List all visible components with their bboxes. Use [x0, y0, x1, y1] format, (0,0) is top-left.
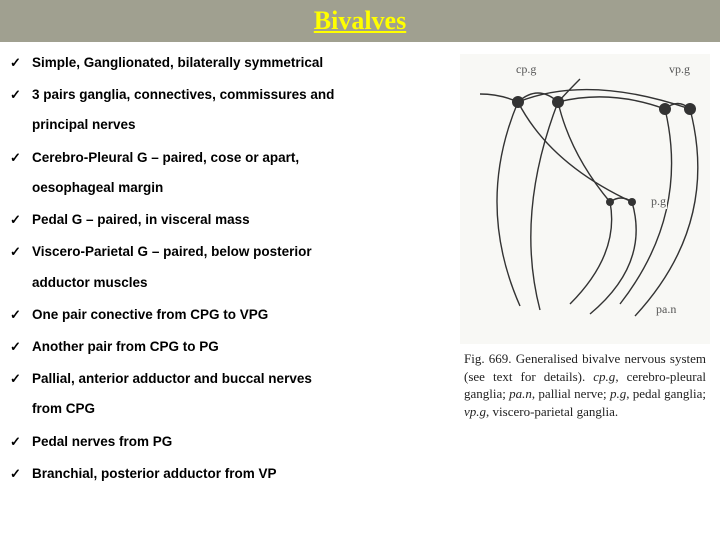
check-icon: ✓	[10, 243, 21, 261]
nervous-system-diagram: cp.g vp.g p.g pa.n	[460, 54, 710, 344]
bullet-item: ✓ Pallial, anterior adductor and buccal n…	[10, 370, 455, 418]
figure-caption: Fig. 669. Generalised bivalve nervous sy…	[460, 344, 710, 420]
caption-abbr1-i: cp.g	[593, 369, 615, 384]
bullet-text: Pedal G – paired, in visceral mass	[32, 212, 250, 227]
bullet-item: ✓ Simple, Ganglionated, bilaterally symme…	[10, 54, 455, 72]
bullet-continuation: oesophageal margin	[32, 179, 455, 197]
bullet-item: ✓ 3 pairs ganglia, connectives, commissur…	[10, 86, 455, 134]
bullet-text: Another pair from CPG to PG	[32, 339, 219, 354]
bullet-text: One pair conective from CPG to VPG	[32, 307, 268, 322]
nerve-edge	[518, 93, 558, 102]
bullet-text: Branchial, posterior adductor from VP	[32, 466, 277, 481]
check-icon: ✓	[10, 211, 21, 229]
check-icon: ✓	[10, 370, 21, 388]
nerve-edge	[497, 102, 520, 306]
check-icon: ✓	[10, 306, 21, 324]
nerve-edge	[558, 97, 665, 109]
ganglion-node	[684, 103, 696, 115]
caption-figno: Fig. 669.	[464, 351, 512, 366]
ganglion-node	[606, 198, 614, 206]
check-icon: ✓	[10, 338, 21, 356]
diagram-label: cp.g	[515, 62, 537, 77]
bullet-continuation: principal nerves	[32, 116, 455, 134]
nerve-edge	[570, 202, 612, 304]
bullet-item: ✓ One pair conective from CPG to VPG	[10, 306, 455, 324]
caption-abbr2: , pallial nerve;	[532, 386, 610, 401]
nerve-edge	[590, 202, 636, 314]
content-area: ✓ Simple, Ganglionated, bilaterally symme…	[0, 42, 720, 497]
bullet-list: ✓ Simple, Ganglionated, bilaterally symme…	[10, 54, 455, 483]
caption-abbr3: , pedal ganglia;	[626, 386, 706, 401]
bullet-item: ✓ Branchial, posterior adductor from VP	[10, 465, 455, 483]
check-icon: ✓	[10, 433, 21, 451]
bullet-text: 3 pairs ganglia, connectives, commissure…	[32, 87, 334, 102]
ganglion-node	[512, 96, 524, 108]
nerve-edge	[531, 102, 558, 310]
bullet-text: Pedal nerves from PG	[32, 434, 172, 449]
caption-abbr2-i: pa.n	[509, 386, 532, 401]
check-icon: ✓	[10, 149, 21, 167]
diagram-label: p.g	[650, 194, 667, 209]
bullet-item: ✓ Pedal nerves from PG	[10, 433, 455, 451]
figure-column: cp.g vp.g p.g pa.n Fig. 669. Generalised bi…	[455, 54, 710, 497]
ganglion-node	[659, 103, 671, 115]
bullet-item: ✓ Cerebro-Pleural G – paired, cose or apa…	[10, 149, 455, 197]
bullet-item: ✓ Pedal G – paired, in visceral mass	[10, 211, 455, 229]
caption-abbr4-i: vp.g	[464, 404, 486, 419]
check-icon: ✓	[10, 54, 21, 72]
diagram-label: pa.n	[655, 302, 677, 317]
bullet-text: Cerebro-Pleural G – paired, cose or apar…	[32, 150, 299, 165]
bullet-item: ✓ Viscero-Parietal G – paired, below post…	[10, 243, 455, 291]
bullet-continuation: from CPG	[32, 400, 455, 418]
ganglion-node	[628, 198, 636, 206]
caption-abbr4: , viscero-parietal ganglia.	[486, 404, 618, 419]
ganglion-node	[552, 96, 564, 108]
check-icon: ✓	[10, 86, 21, 104]
diagram-label: vp.g	[668, 62, 691, 77]
slide-title: Bivalves	[314, 6, 406, 36]
bullet-continuation: adductor muscles	[32, 274, 455, 292]
title-bar: Bivalves	[0, 0, 720, 42]
check-icon: ✓	[10, 465, 21, 483]
bullet-text: Pallial, anterior adductor and buccal ne…	[32, 371, 312, 386]
bullet-text: Viscero-Parietal G – paired, below poste…	[32, 244, 312, 259]
text-column: ✓ Simple, Ganglionated, bilaterally symme…	[10, 54, 455, 497]
bullet-item: ✓ Another pair from CPG to PG	[10, 338, 455, 356]
caption-abbr3-i: p.g	[610, 386, 626, 401]
bullet-text: Simple, Ganglionated, bilaterally symmet…	[32, 55, 323, 70]
